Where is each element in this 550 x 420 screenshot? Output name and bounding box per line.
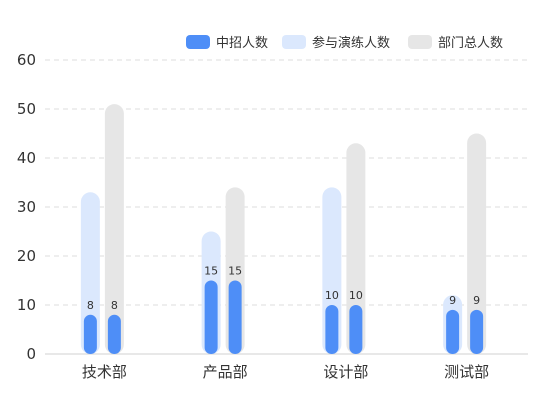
- y-tick-label: 20: [17, 247, 36, 265]
- bar-infected: [83, 314, 97, 354]
- bar-infected: [325, 305, 339, 354]
- x-tick-label: 设计部: [323, 363, 368, 381]
- y-tick-label: 10: [17, 296, 36, 314]
- data-label: 8: [111, 299, 118, 312]
- legend: 中招人数 参与演练人数 部门总人数: [186, 35, 503, 51]
- bar-total: [346, 143, 366, 354]
- data-label: 10: [349, 289, 363, 302]
- data-label: 8: [87, 299, 94, 312]
- data-label: 9: [449, 294, 456, 307]
- y-tick-label: 40: [17, 149, 36, 167]
- legend-item: 中招人数: [186, 35, 268, 51]
- data-label: 9: [473, 294, 480, 307]
- bar-infected: [107, 314, 121, 354]
- bar-total: [104, 104, 124, 354]
- bar-infected: [349, 305, 363, 354]
- bar-infected: [470, 309, 484, 354]
- legend-swatch: [282, 35, 306, 49]
- data-label: 15: [228, 265, 242, 278]
- legend-label: 部门总人数: [438, 36, 503, 51]
- y-axis: 0 10 20 30 40 50 60: [17, 51, 36, 363]
- grid-lines: [45, 59, 528, 355]
- legend-item: 部门总人数: [408, 35, 503, 51]
- bar-infected: [446, 309, 460, 354]
- y-tick-label: 50: [17, 100, 36, 118]
- x-tick-label: 技术部: [82, 363, 127, 381]
- bar-infected: [228, 280, 242, 354]
- x-tick-label: 产品部: [203, 363, 248, 381]
- legend-label: 参与演练人数: [312, 35, 390, 51]
- bar-total: [467, 133, 487, 354]
- bar-infected: [204, 280, 218, 354]
- data-label: 15: [204, 265, 218, 278]
- bars: [80, 104, 487, 354]
- data-labels: 8 8 15 15 10 10 9 9: [87, 265, 480, 312]
- x-tick-label: 测试部: [444, 363, 489, 381]
- y-tick-label: 60: [17, 51, 36, 69]
- legend-label: 中招人数: [216, 36, 268, 51]
- data-label: 10: [325, 289, 339, 302]
- legend-swatch: [408, 35, 432, 49]
- y-tick-label: 0: [26, 345, 36, 363]
- legend-swatch: [186, 35, 210, 49]
- bar-participants: [80, 192, 100, 354]
- x-axis: 技术部 产品部 设计部 测试部: [82, 363, 489, 381]
- legend-item: 参与演练人数: [282, 35, 390, 51]
- y-tick-label: 30: [17, 198, 36, 216]
